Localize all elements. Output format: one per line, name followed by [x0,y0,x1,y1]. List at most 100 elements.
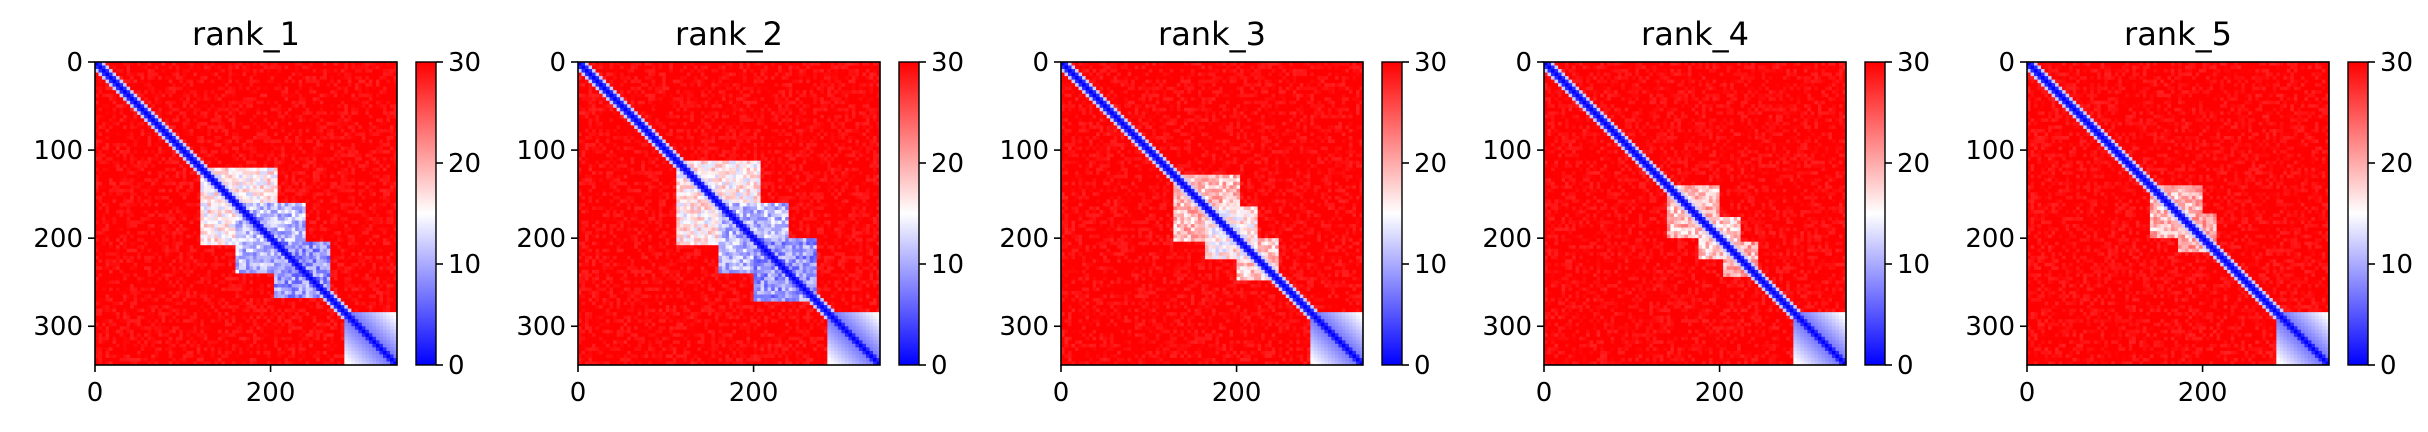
heatmap-cell [330,114,335,119]
heatmap-cell [365,241,370,246]
heatmap-cell [316,206,321,211]
heatmap-cell [102,139,106,144]
heatmap-cell [228,164,233,169]
heatmap-cell [288,104,293,109]
heatmap-cell [246,167,250,172]
heatmap-cell [217,213,222,218]
heatmap-cell [340,167,345,172]
heatmap-cell [151,248,156,253]
heatmap-cell [260,97,264,102]
heatmap-cell [179,72,184,77]
heatmap-cell [323,234,328,239]
heatmap-cell [323,83,328,88]
heatmap-cell [242,93,247,98]
heatmap-cell [137,118,142,123]
heatmap-cell [260,202,264,207]
heatmap-cell [102,213,106,218]
heatmap-cell [130,192,135,197]
heatmap-cell [165,72,170,77]
heatmap-cell [284,135,289,140]
heatmap-cell [203,132,208,137]
heatmap-cell [288,125,293,130]
heatmap-cell [214,83,219,88]
heatmap-cell [316,202,321,207]
heatmap-cell [182,97,187,102]
heatmap-cell [207,234,212,239]
heatmap-cell [221,65,226,70]
heatmap-cell [235,65,240,70]
heatmap-cell [133,93,138,98]
heatmap-cell [217,135,222,140]
heatmap-cell [224,255,229,260]
heatmap-cell [291,217,296,221]
heatmap-cell [242,114,247,119]
heatmap-cell [267,217,271,221]
heatmap-cell [274,238,278,243]
heatmap-cell [375,125,380,130]
heatmap-cell [281,188,286,193]
heatmap-cell [207,227,212,232]
heatmap-cell [263,143,268,147]
heatmap-cell [175,132,180,137]
heatmap-cell [102,90,106,95]
heatmap-cell [246,143,250,147]
heatmap-cell [382,150,387,154]
heatmap-cell [112,114,117,119]
heatmap-cell [260,65,264,70]
heatmap-cell [210,195,215,200]
heatmap-cell [210,181,215,186]
heatmap-cell [140,192,145,197]
heatmap-cell [365,231,370,236]
heatmap-cell [105,174,110,179]
heatmap-cell [379,143,384,147]
heatmap-cell [119,202,124,207]
heatmap-cell [130,139,135,144]
heatmap-cell [119,241,124,246]
heatmap-cell [312,231,317,236]
heatmap-cell [337,195,342,200]
heatmap-cell [365,238,370,243]
heatmap-cell [172,86,177,91]
heatmap-cell [302,143,307,147]
heatmap-cell [193,185,198,190]
heatmap-cell [267,79,271,84]
heatmap-cell [123,231,127,236]
heatmap-cell [375,76,380,81]
heatmap-cell [158,238,163,243]
heatmap-cell [358,199,363,204]
heatmap-cell [200,164,205,169]
heatmap-cell [95,104,99,109]
heatmap-cell [102,181,106,186]
heatmap-cell [354,167,359,172]
heatmap-cell [382,199,387,204]
heatmap-cell [267,114,271,119]
heatmap-cell [351,150,356,154]
heatmap-cell [337,255,342,260]
heatmap-cell [291,174,296,179]
heatmap-cell [235,132,240,137]
heatmap-cell [179,238,184,243]
heatmap-cell [326,76,331,81]
heatmap-cell [165,93,170,98]
heatmap-cell [140,181,145,186]
heatmap-cell [291,245,296,250]
heatmap-cell [168,206,173,211]
heatmap-cell [172,199,177,204]
heatmap-cell [168,164,173,169]
heatmap-cell [144,111,149,116]
heatmap-cell [231,104,236,109]
heatmap-cell [337,114,342,119]
heatmap-cell [109,181,113,186]
heatmap-cell [354,97,359,102]
heatmap-cell [382,121,387,126]
heatmap-cell [372,83,377,88]
heatmap-cell [302,93,307,98]
heatmap-cell [154,118,159,123]
heatmap-cell [288,128,293,133]
heatmap-cell [175,241,180,246]
heatmap-cell [256,104,261,109]
heatmap-cell [119,209,124,214]
heatmap-cell [309,150,314,154]
heatmap-cell [365,83,370,88]
heatmap-cell [196,65,201,70]
